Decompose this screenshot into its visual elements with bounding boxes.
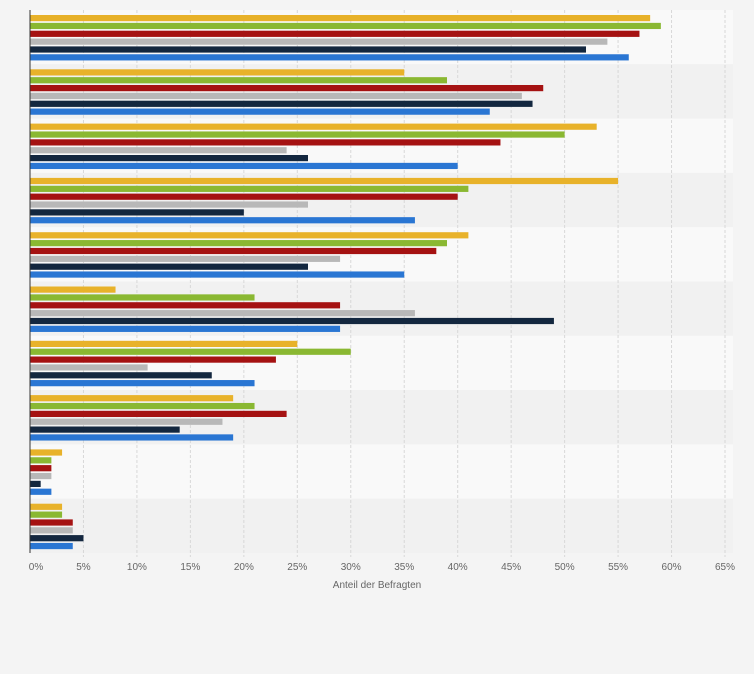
bar xyxy=(30,325,341,332)
bar xyxy=(30,457,52,464)
x-tick-label: 55% xyxy=(608,562,628,573)
bar xyxy=(30,410,287,417)
x-tick-label: 10% xyxy=(127,562,147,573)
bar xyxy=(30,162,458,170)
x-tick-label: 20% xyxy=(234,562,254,573)
bars xyxy=(30,15,661,550)
bar xyxy=(30,240,447,247)
bar xyxy=(30,356,276,363)
bar xyxy=(30,185,469,192)
bar xyxy=(30,302,341,309)
bar xyxy=(30,480,41,487)
bar xyxy=(30,294,255,301)
x-tick-label: 25% xyxy=(287,562,307,573)
x-tick-label: 45% xyxy=(501,562,521,573)
bar xyxy=(30,38,608,45)
bar xyxy=(30,54,629,61)
bar xyxy=(30,519,73,526)
plot-band xyxy=(30,498,733,553)
bar xyxy=(30,418,223,425)
bar xyxy=(30,155,308,162)
bar xyxy=(30,69,405,76)
bar xyxy=(30,201,308,208)
x-axis-title: Anteil der Befragten xyxy=(333,580,421,591)
bar xyxy=(30,100,533,107)
bar xyxy=(30,402,255,410)
plot-band xyxy=(30,444,733,499)
x-tick-label: 65% xyxy=(715,562,735,573)
bar xyxy=(30,372,212,379)
bar xyxy=(30,77,447,84)
x-tick-label: 5% xyxy=(76,562,91,573)
bar xyxy=(30,263,308,270)
bar xyxy=(30,92,522,100)
x-tick-label: 60% xyxy=(662,562,682,573)
bar xyxy=(30,22,661,30)
bar xyxy=(30,527,73,534)
bar xyxy=(30,286,116,293)
bar xyxy=(30,271,405,278)
x-tick-label: 40% xyxy=(448,562,468,573)
bar xyxy=(30,449,63,456)
bar xyxy=(30,217,415,224)
x-tick-label: 35% xyxy=(394,562,414,573)
bar xyxy=(30,123,597,130)
x-tick-label: 0% xyxy=(29,562,44,573)
bar xyxy=(30,30,640,37)
bar xyxy=(30,472,52,480)
bar xyxy=(30,380,255,387)
bar xyxy=(30,395,234,402)
bar xyxy=(30,434,234,441)
bar xyxy=(30,348,351,355)
bar xyxy=(30,535,84,542)
bar xyxy=(30,511,63,518)
bar xyxy=(30,85,544,92)
bar xyxy=(30,177,619,185)
bar xyxy=(30,131,565,138)
bar xyxy=(30,46,586,53)
bar xyxy=(30,255,341,262)
bar xyxy=(30,364,148,371)
bar xyxy=(30,147,287,154)
x-tick-label: 50% xyxy=(555,562,575,573)
x-tick-labels: 0% 5% 10% 15% 20% 25% 30% 35% 40% 45% 50% 55% 60% 65% xyxy=(29,562,735,573)
bar xyxy=(30,542,73,550)
bar xyxy=(30,317,554,325)
bar xyxy=(30,488,52,495)
bar xyxy=(30,465,52,472)
plot-bands xyxy=(30,10,733,553)
bar xyxy=(30,503,63,510)
bar xyxy=(30,15,651,22)
bar xyxy=(30,209,244,216)
bar xyxy=(30,247,437,255)
bar xyxy=(30,108,490,115)
bar xyxy=(30,310,415,317)
bar xyxy=(30,426,180,433)
bar xyxy=(30,193,458,200)
bar xyxy=(30,232,469,239)
x-tick-label: 15% xyxy=(180,562,200,573)
bar xyxy=(30,340,298,347)
x-tick-label: 30% xyxy=(341,562,361,573)
bar xyxy=(30,139,501,146)
